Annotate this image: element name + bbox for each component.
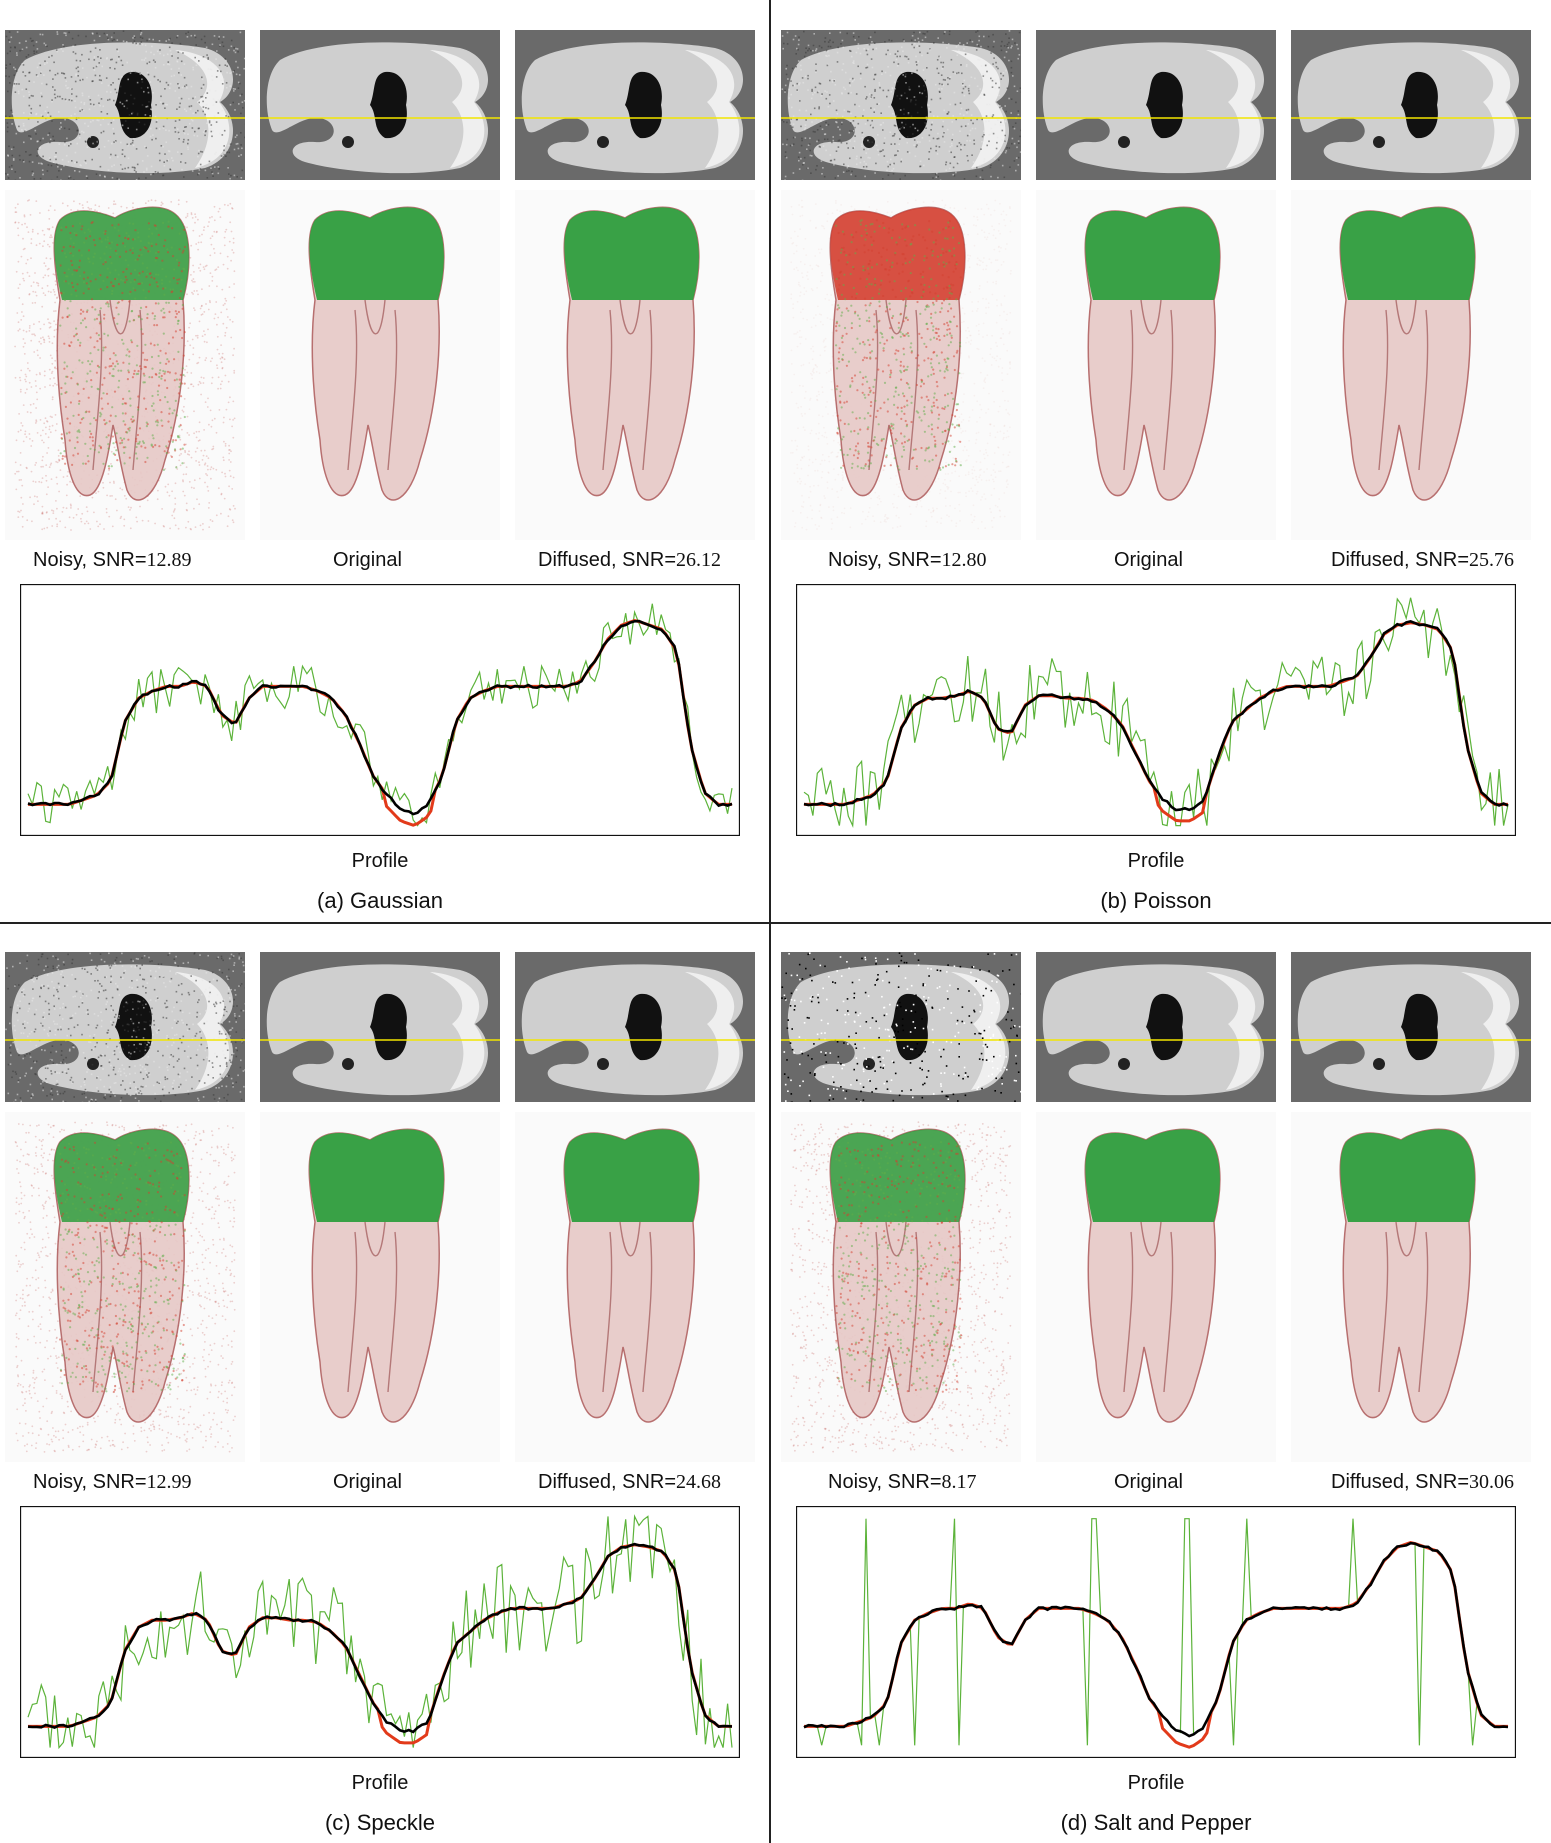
diffused-label-text: Diffused, SNR= [538, 1471, 677, 1493]
profile-plot [20, 1506, 740, 1758]
tooth-render-noisy [781, 190, 1021, 540]
horizontal-separator [0, 922, 1551, 924]
ct-slice-diff [515, 30, 755, 180]
diffused-profile-line [27, 619, 733, 816]
vertical-separator [769, 0, 771, 1843]
ct-slice-orig [260, 30, 500, 180]
diffused-label-snr: 26.12 [676, 549, 722, 571]
ct-slice-diff [1291, 30, 1531, 180]
diffused-label-snr: 25.76 [1469, 549, 1515, 571]
panel-caption: (d) Salt and Pepper [1060, 1810, 1252, 1835]
tooth-render-orig [260, 190, 500, 540]
noisy-label-text: Noisy, SNR= [33, 549, 147, 571]
noisy-label-text: Noisy, SNR= [828, 549, 942, 571]
tooth-render-orig [260, 1112, 500, 1462]
tooth-render-diff [1291, 190, 1531, 540]
panel-a: Noisy, SNR=12.89 Original Diffused, SNR=26… [0, 0, 775, 921]
noisy-label: Noisy, SNR=12.80 [828, 549, 987, 572]
profile-axis-label: Profile [1127, 1772, 1185, 1794]
noisy-label-snr: 8.17 [941, 1471, 977, 1493]
diffused-profile-line [803, 620, 1509, 812]
diffused-label: Diffused, SNR=25.76 [1331, 549, 1514, 572]
profile-plot [796, 584, 1516, 836]
profile-axis-label: Profile [351, 850, 409, 872]
diffused-label-snr: 30.06 [1469, 1471, 1515, 1493]
diffused-label-text: Diffused, SNR= [1331, 1471, 1470, 1493]
noisy-label-text: Noisy, SNR= [828, 1471, 942, 1493]
ct-slice-orig [1036, 952, 1276, 1102]
original-label: Original [1114, 549, 1183, 572]
profile-plot [796, 1506, 1516, 1758]
profile-plot [20, 584, 740, 836]
diffused-label: Diffused, SNR=30.06 [1331, 1471, 1514, 1494]
original-label: Original [333, 1471, 402, 1494]
noisy-label-text: Noisy, SNR= [33, 1471, 147, 1493]
panel-b: Noisy, SNR=12.80 Original Diffused, SNR=25… [776, 0, 1551, 921]
noisy-label: Noisy, SNR=8.17 [828, 1471, 977, 1494]
tooth-render-diff [515, 1112, 755, 1462]
ct-slice-orig [1036, 30, 1276, 180]
ct-slice-noisy [5, 952, 245, 1102]
noisy-label-snr: 12.80 [941, 549, 987, 571]
diffused-label: Diffused, SNR=24.68 [538, 1471, 721, 1494]
tooth-render-orig [1036, 190, 1276, 540]
noisy-profile-line [27, 1514, 733, 1750]
ct-slice-orig [260, 952, 500, 1102]
noisy-label: Noisy, SNR=12.89 [33, 549, 192, 572]
ct-slice-noisy [781, 952, 1021, 1102]
original-label-text: Original [333, 1471, 402, 1493]
tooth-render-noisy [5, 1112, 245, 1462]
noisy-profile-line [803, 597, 1509, 828]
original-label-text: Original [1114, 549, 1183, 571]
ct-slice-diff [1291, 952, 1531, 1102]
ct-slice-noisy [5, 30, 245, 180]
tooth-render-orig [1036, 1112, 1276, 1462]
tooth-render-noisy [5, 190, 245, 540]
tooth-render-diff [515, 190, 755, 540]
original-label-text: Original [1114, 1471, 1183, 1493]
noisy-label-snr: 12.89 [146, 549, 192, 571]
profile-axis-label: Profile [1127, 850, 1185, 872]
diffused-label-snr: 24.68 [676, 1471, 722, 1493]
diffused-label-text: Diffused, SNR= [1331, 549, 1470, 571]
diffused-profile-line [803, 1541, 1509, 1738]
panel-c: Noisy, SNR=12.99 Original Diffused, SNR=24… [0, 922, 775, 1843]
tooth-render-diff [1291, 1112, 1531, 1462]
original-label-text: Original [333, 549, 402, 571]
panel-caption: (b) Poisson [1100, 888, 1212, 913]
profile-axis-label: Profile [351, 1772, 409, 1794]
panel-caption: (c) Speckle [324, 1810, 436, 1835]
diffused-profile-line [27, 1542, 733, 1734]
diffused-label-text: Diffused, SNR= [538, 549, 677, 571]
tooth-render-noisy [781, 1112, 1021, 1462]
ct-slice-noisy [781, 30, 1021, 180]
original-label: Original [333, 549, 402, 572]
noisy-label-snr: 12.99 [146, 1471, 192, 1493]
noisy-label: Noisy, SNR=12.99 [33, 1471, 192, 1494]
panel-caption: (a) Gaussian [317, 888, 443, 913]
diffused-label: Diffused, SNR=26.12 [538, 549, 721, 572]
ct-slice-diff [515, 952, 755, 1102]
original-label: Original [1114, 1471, 1183, 1494]
panel-d: Noisy, SNR=8.17 Original Diffused, SNR=30.… [776, 922, 1551, 1843]
